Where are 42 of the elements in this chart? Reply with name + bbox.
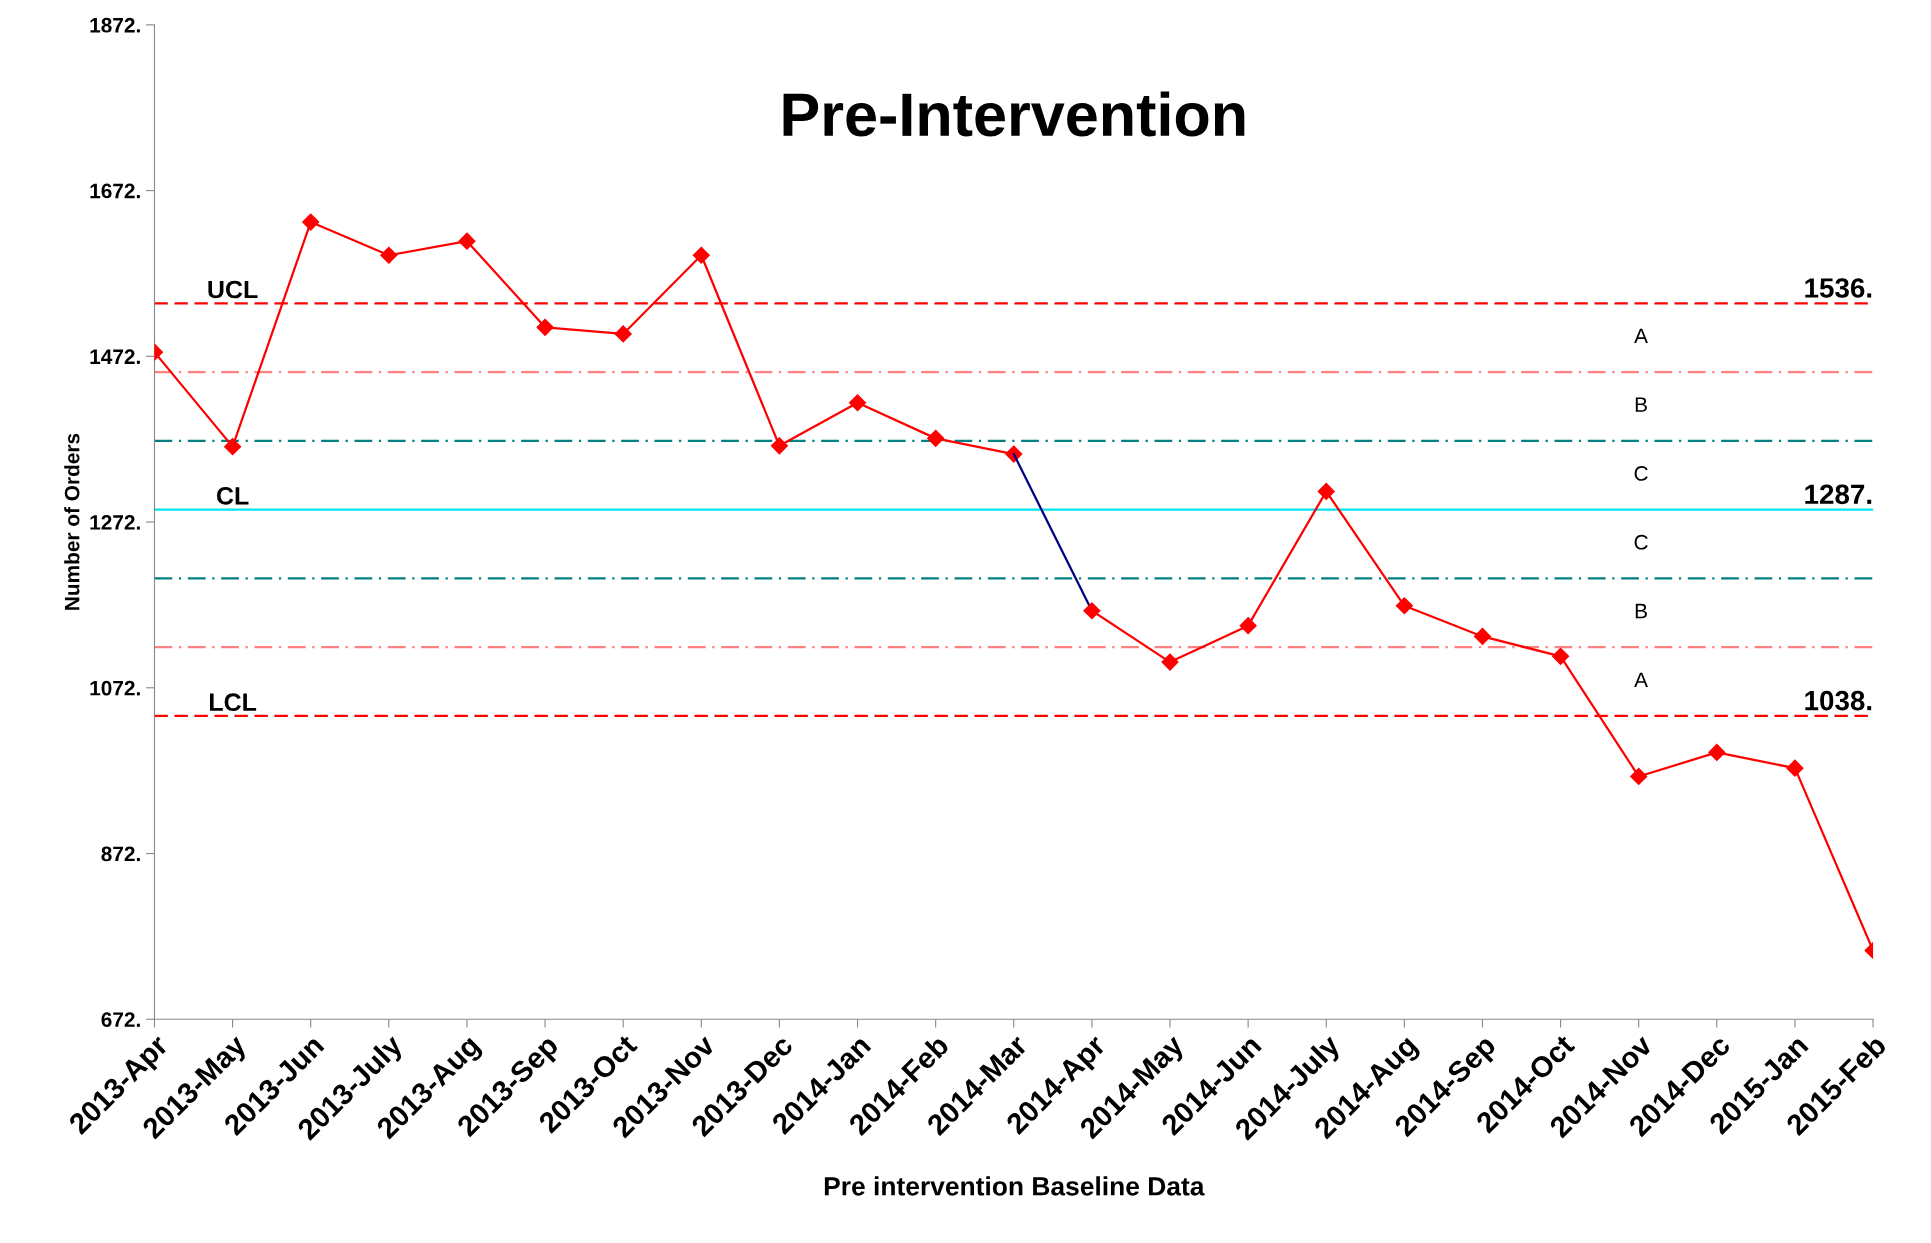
point — [1708, 743, 1726, 761]
point — [1473, 627, 1492, 645]
point — [224, 438, 242, 456]
point — [692, 246, 710, 264]
y-tick-label: 672. — [101, 1012, 140, 1028]
annotation: 1038. — [1805, 690, 1872, 711]
annotation: A — [1634, 672, 1648, 687]
point — [1083, 602, 1101, 620]
annotation: A — [1634, 328, 1648, 344]
point — [1552, 647, 1570, 665]
y-tick-label: 1872. — [90, 17, 140, 33]
point — [770, 437, 788, 455]
point — [380, 246, 398, 264]
point — [302, 213, 320, 231]
y-tick-label: 872. — [101, 846, 140, 862]
point — [1786, 759, 1804, 777]
ref-line-label: LCL — [209, 693, 257, 712]
y-tick-label: 1272. — [90, 515, 140, 530]
y-tick-label: 1072. — [90, 680, 140, 696]
y-tick-label: 1472. — [90, 349, 140, 364]
point — [1395, 597, 1413, 615]
text: Pre-Intervention — [783, 91, 1245, 137]
point — [848, 394, 867, 412]
point — [458, 232, 476, 250]
x-axis-title: Pre intervention Baseline Data — [824, 1176, 1205, 1196]
ref-line-label: UCL — [208, 280, 258, 299]
point — [1317, 482, 1335, 500]
point — [927, 429, 945, 447]
annotation: 1536. — [1805, 278, 1872, 298]
point — [614, 325, 632, 343]
annotation: 1287. — [1805, 484, 1872, 505]
point — [1239, 617, 1257, 635]
annotation: C — [1634, 466, 1648, 481]
annotation: B — [1635, 603, 1647, 619]
y-axis-title: Number of Orders — [64, 433, 80, 610]
y-tick-label: 1672. — [90, 183, 140, 199]
point — [536, 318, 554, 336]
point — [1630, 767, 1648, 786]
annotation: B — [1635, 397, 1647, 412]
annotation: C — [1634, 534, 1648, 550]
ref-line-label: CL — [216, 486, 249, 505]
point — [1161, 653, 1179, 671]
